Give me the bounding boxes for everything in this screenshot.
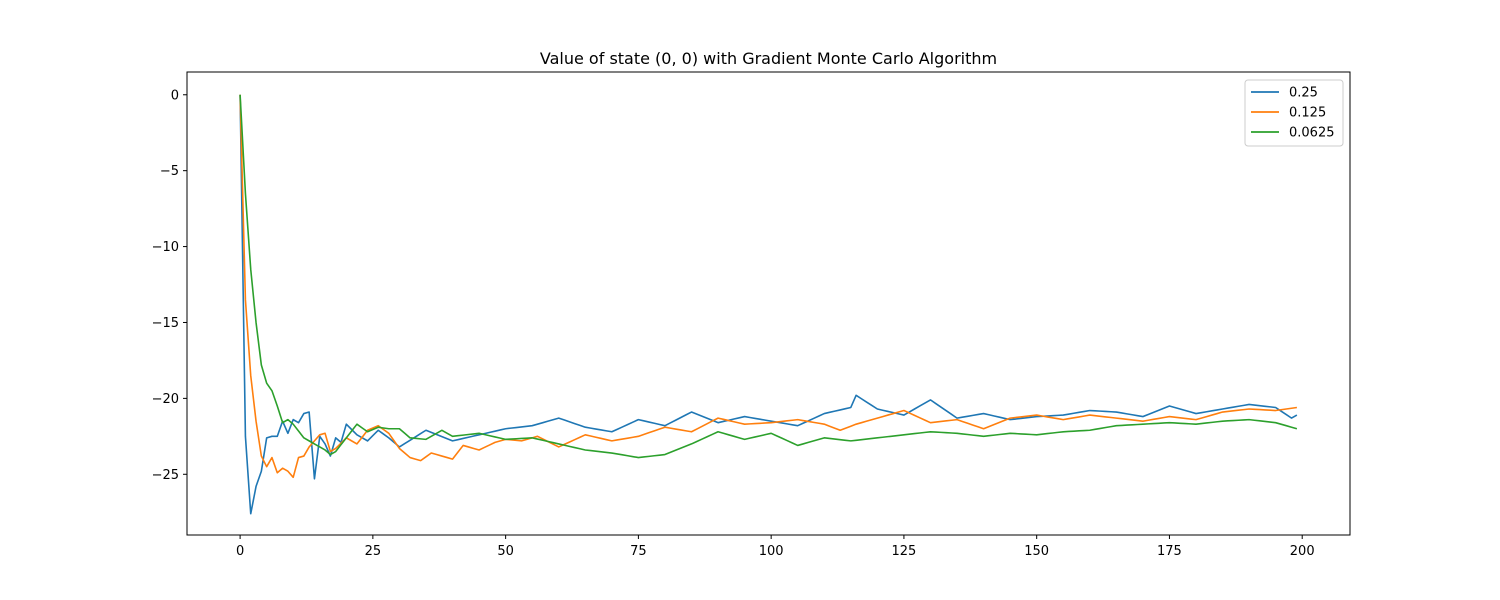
y-tick-label: −20 <box>152 392 179 407</box>
x-tick-label: 50 <box>497 544 514 559</box>
x-tick-label: 200 <box>1290 544 1315 559</box>
axes: 0 25 50 75 100 125 150 175 200 0 −5 −10 −15 −20 −25 <box>152 71 1351 559</box>
y-tick-label: −10 <box>152 240 179 255</box>
x-tick-label: 0 <box>236 544 244 559</box>
x-tick-label: 150 <box>1024 544 1049 559</box>
chart-title: Value of state (0, 0) with Gradient Mont… <box>540 49 997 68</box>
legend-box <box>1244 79 1344 147</box>
legend-label-0.25: 0.25 <box>1289 86 1318 101</box>
y-tick-label: −5 <box>160 164 179 179</box>
legend-label-0.0625: 0.0625 <box>1289 126 1335 141</box>
series-line-0.25 <box>239 94 1298 515</box>
x-tick-label: 125 <box>892 544 917 559</box>
plot-area <box>239 94 1298 515</box>
legend-label-0.125: 0.125 <box>1289 106 1326 121</box>
x-tick-label: 75 <box>630 544 647 559</box>
y-tick-label: 0 <box>171 88 179 103</box>
x-tick-label: 25 <box>365 544 382 559</box>
plot-frame <box>186 71 1351 536</box>
series-line-0.0625 <box>239 94 1298 459</box>
y-tick-label: −15 <box>152 316 179 331</box>
x-tick-label: 175 <box>1157 544 1182 559</box>
series-line-0.125 <box>239 94 1298 479</box>
y-tick-label: −25 <box>152 468 179 483</box>
x-tick-label: 100 <box>759 544 784 559</box>
legend: 0.25 0.125 0.0625 <box>1244 79 1344 147</box>
